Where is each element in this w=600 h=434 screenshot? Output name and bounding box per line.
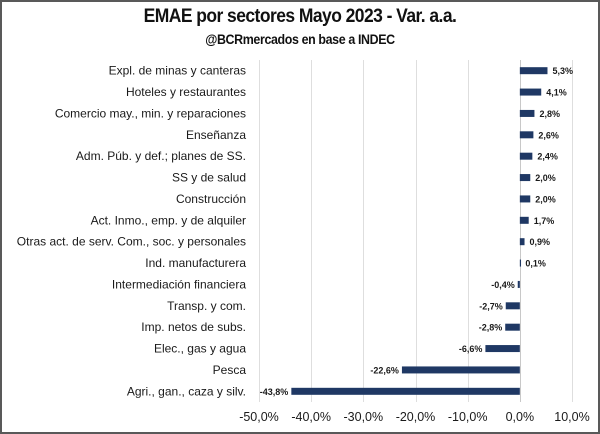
category-label: Act. Inmo., emp. y de alquiler: [91, 213, 246, 227]
x-tick-label: -10,0%: [448, 410, 488, 424]
category-label: Transp. y com.: [167, 299, 246, 313]
category-label: Comercio may., min. y reparaciones: [55, 106, 246, 120]
chart-title: EMAE por sectores Mayo 2023 - Var. a.a.: [143, 6, 457, 27]
category-label: Ind. manufacturera: [145, 256, 246, 270]
value-label: 4,1%: [546, 88, 567, 98]
value-label: 0,9%: [530, 237, 551, 247]
bar: [519, 195, 531, 203]
category-label: Enseñanza: [186, 128, 246, 142]
x-axis-tick-labels: -50,0% -40,0% -30,0% -20,0% -10,0% 0,0% 10,0%: [239, 410, 590, 424]
x-tick-label: -40,0%: [291, 410, 331, 424]
x-tick-label: -50,0%: [239, 410, 279, 424]
bar: [519, 216, 529, 224]
bar: [485, 345, 520, 353]
category-label: Adm. Púb. y def.; planes de SS.: [76, 149, 246, 163]
category-label: Elec., gas y agua: [154, 342, 246, 356]
x-tick-label: 0,0%: [506, 410, 535, 424]
bar: [519, 152, 533, 160]
value-label: -43,8%: [260, 387, 289, 397]
gridlines: [259, 60, 573, 402]
category-label: Otras act. de serv. Com., soc. y persona…: [17, 235, 246, 249]
category-label: Hoteles y restaurantes: [126, 85, 246, 99]
chart-subtitle: @BCRmercados en base a INDEC: [205, 32, 395, 47]
category-label: Imp. netos de subs.: [141, 320, 246, 334]
x-tick-label: 10,0%: [554, 410, 589, 424]
bar: [519, 67, 548, 75]
category-label: SS y de salud: [172, 171, 246, 185]
bar: [519, 109, 535, 117]
category-label: Agri., gan., caza y silv.: [127, 384, 246, 398]
category-label: Intermediación financiera: [112, 277, 246, 291]
value-label: 2,0%: [535, 194, 556, 204]
bar: [519, 259, 522, 267]
value-label: -22,6%: [370, 365, 399, 375]
category-labels: Expl. de minas y canteras Hoteles y resta…: [17, 64, 247, 399]
value-label: -0,4%: [491, 280, 515, 290]
bars: [291, 67, 548, 395]
value-label: -6,6%: [459, 344, 483, 354]
value-label: 2,6%: [538, 130, 559, 140]
bar: [519, 131, 534, 139]
value-label: -2,7%: [479, 301, 503, 311]
x-tick-label: -30,0%: [344, 410, 384, 424]
bar: [291, 387, 520, 395]
category-label: Expl. de minas y canteras: [109, 64, 246, 78]
x-tick-label: -20,0%: [396, 410, 436, 424]
category-label: Construcción: [176, 192, 246, 206]
bar: [519, 174, 531, 182]
category-label: Pesca: [213, 363, 247, 377]
value-label: 1,7%: [534, 216, 555, 226]
value-label: 2,0%: [535, 173, 556, 183]
bar: [505, 323, 520, 331]
value-label: 5,3%: [552, 66, 573, 76]
bar: [505, 302, 520, 310]
bar: [519, 238, 525, 246]
bar: [517, 280, 520, 288]
bar: [401, 366, 520, 374]
value-labels: 5,3% 4,1% 2,8% 2,6% 2,4% 2,0% 2,0% 1,7% 0,9% 0,1%…: [260, 66, 573, 397]
value-label: 2,8%: [539, 109, 560, 119]
value-label: 2,4%: [537, 152, 558, 162]
value-label: 0,1%: [525, 259, 546, 269]
bar: [519, 88, 542, 96]
value-label: -2,8%: [479, 323, 503, 333]
